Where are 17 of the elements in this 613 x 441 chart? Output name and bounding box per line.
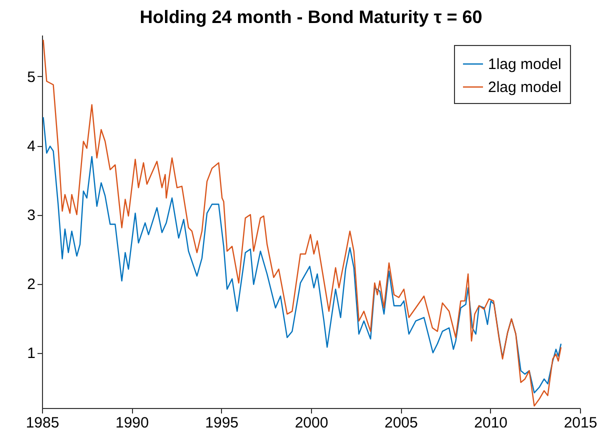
x-tick-label: 2000: [294, 414, 328, 432]
legend-label: 1lag model: [488, 56, 562, 73]
x-tick-label: 2005: [384, 414, 418, 432]
y-tick-label: 3: [27, 207, 36, 224]
y-tick-label: 1: [27, 345, 36, 362]
x-tick-label: 2015: [564, 414, 598, 432]
y-tick-label: 2: [27, 276, 36, 294]
chart-title: Holding 24 month - Bond Maturity τ = 60: [140, 7, 482, 27]
x-tick-label: 1990: [115, 414, 149, 432]
legend-label: 2lag model: [488, 79, 562, 96]
y-tick-label: 4: [27, 138, 36, 156]
y-tick-label: 5: [27, 68, 36, 86]
line-series: [42, 116, 562, 394]
x-tick-label: 2010: [474, 414, 508, 432]
line-series: [42, 39, 562, 407]
x-tick-label: 1995: [205, 414, 239, 432]
x-tick-label: 1985: [26, 414, 60, 432]
